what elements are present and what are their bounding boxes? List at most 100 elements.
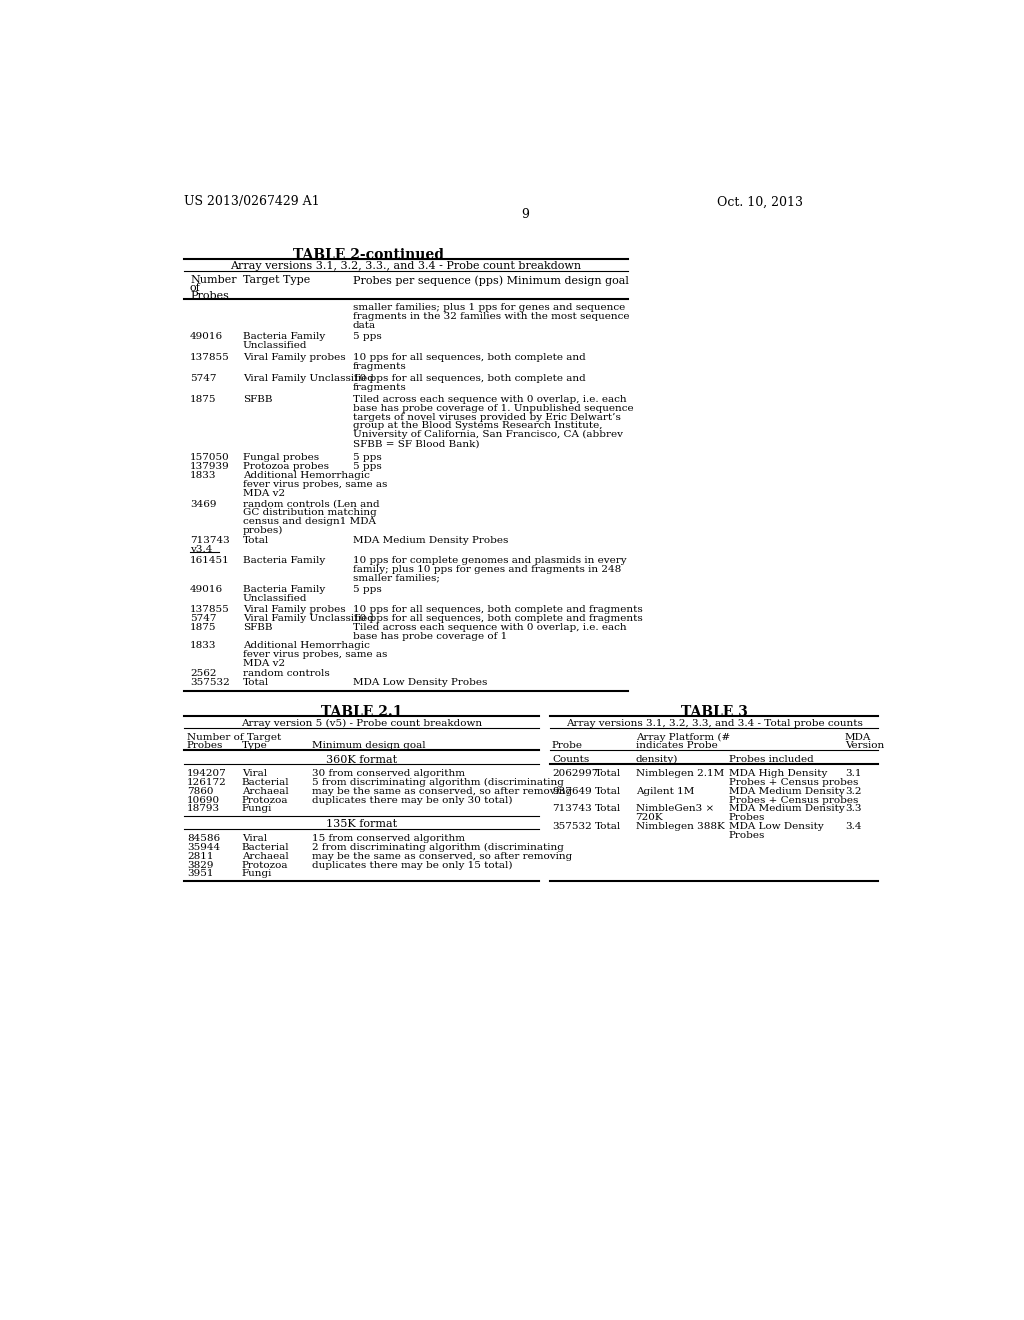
Text: Number: Number: [190, 276, 237, 285]
Text: smaller families; plus 1 pps for genes and sequence: smaller families; plus 1 pps for genes a…: [352, 304, 625, 312]
Text: indicates Probe: indicates Probe: [636, 742, 718, 750]
Text: Bacteria Family: Bacteria Family: [243, 556, 325, 565]
Text: Total: Total: [595, 787, 622, 796]
Text: 3951: 3951: [187, 870, 213, 879]
Text: group at the Blood Systems Research Institute,: group at the Blood Systems Research Inst…: [352, 421, 602, 430]
Text: 137855: 137855: [190, 605, 229, 614]
Text: smaller families;: smaller families;: [352, 573, 439, 582]
Text: Viral: Viral: [242, 770, 267, 777]
Text: 2062997: 2062997: [552, 770, 598, 777]
Text: 5747: 5747: [190, 374, 216, 383]
Text: NimbleGen3 ×: NimbleGen3 ×: [636, 804, 714, 813]
Text: duplicates there may be only 30 total): duplicates there may be only 30 total): [311, 796, 512, 805]
Text: Array Platform (#: Array Platform (#: [636, 733, 730, 742]
Text: Nimblegen 388K: Nimblegen 388K: [636, 822, 724, 832]
Text: Target Type: Target Type: [243, 276, 310, 285]
Text: 1833: 1833: [190, 471, 216, 480]
Text: MDA Low Density Probes: MDA Low Density Probes: [352, 678, 487, 688]
Text: may be the same as conserved, so after removing: may be the same as conserved, so after r…: [311, 851, 572, 861]
Text: Probes: Probes: [729, 832, 765, 840]
Text: Array versions 3.1, 3.2, 3.3., and 3.4 - Probe count breakdown: Array versions 3.1, 3.2, 3.3., and 3.4 -…: [229, 261, 581, 271]
Text: Bacteria Family: Bacteria Family: [243, 333, 325, 342]
Text: Tiled across each sequence with 0 overlap, i.e. each: Tiled across each sequence with 0 overla…: [352, 395, 627, 404]
Text: Archaeal: Archaeal: [242, 851, 289, 861]
Text: 137939: 137939: [190, 462, 229, 471]
Text: base has probe coverage of 1. Unpublished sequence: base has probe coverage of 1. Unpublishe…: [352, 404, 634, 413]
Text: Protozoa probes: Protozoa probes: [243, 462, 329, 471]
Text: Total: Total: [243, 678, 269, 688]
Text: 357532: 357532: [190, 678, 229, 688]
Text: Fungi: Fungi: [242, 870, 272, 879]
Text: Total: Total: [243, 536, 269, 545]
Text: of: of: [190, 284, 201, 293]
Text: Unclassified: Unclassified: [243, 342, 307, 350]
Text: 720K: 720K: [636, 813, 664, 822]
Text: targets of novel viruses provided by Eric Delwart’s: targets of novel viruses provided by Eri…: [352, 412, 621, 421]
Text: Agilent 1M: Agilent 1M: [636, 787, 694, 796]
Text: 357532: 357532: [552, 822, 592, 832]
Text: Type: Type: [242, 742, 267, 750]
Text: 5 pps: 5 pps: [352, 453, 382, 462]
Text: fever virus probes, same as: fever virus probes, same as: [243, 480, 387, 488]
Text: 10 pps for all sequences, both complete and: 10 pps for all sequences, both complete …: [352, 354, 586, 362]
Text: Probes per sequence (pps) Minimum design goal: Probes per sequence (pps) Minimum design…: [352, 276, 629, 286]
Text: Fungal probes: Fungal probes: [243, 453, 318, 462]
Text: 713743: 713743: [552, 804, 592, 813]
Text: MDA Low Density: MDA Low Density: [729, 822, 823, 832]
Text: MDA v2: MDA v2: [243, 659, 285, 668]
Text: 161451: 161451: [190, 556, 229, 565]
Text: Viral Family Unclassified: Viral Family Unclassified: [243, 374, 374, 383]
Text: Probe: Probe: [552, 742, 583, 750]
Text: 2 from discriminating algorithm (discriminating: 2 from discriminating algorithm (discrim…: [311, 843, 563, 851]
Text: SFBB = SF Blood Bank): SFBB = SF Blood Bank): [352, 440, 479, 447]
Text: density): density): [636, 755, 678, 764]
Text: TABLE 3: TABLE 3: [681, 705, 748, 719]
Text: Viral: Viral: [242, 834, 267, 843]
Text: Viral Family probes: Viral Family probes: [243, 605, 345, 614]
Text: Total: Total: [595, 804, 622, 813]
Text: 135K format: 135K format: [326, 820, 397, 829]
Text: GC distribution matching: GC distribution matching: [243, 508, 377, 517]
Text: fragments: fragments: [352, 362, 407, 371]
Text: SFBB: SFBB: [243, 395, 272, 404]
Text: 35944: 35944: [187, 843, 220, 851]
Text: 10 pps for all sequences, both complete and fragments: 10 pps for all sequences, both complete …: [352, 605, 642, 614]
Text: 2811: 2811: [187, 851, 213, 861]
Text: 360K format: 360K format: [326, 755, 397, 766]
Text: fragments: fragments: [352, 383, 407, 392]
Text: Probes: Probes: [190, 290, 229, 301]
Text: probes): probes): [243, 527, 283, 535]
Text: Bacteria Family: Bacteria Family: [243, 585, 325, 594]
Text: 49016: 49016: [190, 585, 223, 594]
Text: TABLE 2.1: TABLE 2.1: [321, 705, 402, 719]
Text: random controls (Len and: random controls (Len and: [243, 499, 379, 508]
Text: 5747: 5747: [190, 614, 216, 623]
Text: Minimum design goal: Minimum design goal: [311, 742, 425, 750]
Text: University of California, San Francisco, CA (abbrev: University of California, San Francisco,…: [352, 430, 623, 440]
Text: 126172: 126172: [187, 777, 226, 787]
Text: 1875: 1875: [190, 623, 216, 632]
Text: duplicates there may be only 15 total): duplicates there may be only 15 total): [311, 861, 512, 870]
Text: 157050: 157050: [190, 453, 229, 462]
Text: Bacterial: Bacterial: [242, 777, 290, 787]
Text: 3829: 3829: [187, 861, 213, 870]
Text: 1875: 1875: [190, 395, 216, 404]
Text: family; plus 10 pps for genes and fragments in 248: family; plus 10 pps for genes and fragme…: [352, 565, 621, 574]
Text: 10 pps for complete genomes and plasmids in every: 10 pps for complete genomes and plasmids…: [352, 556, 627, 565]
Text: may be the same as conserved, so after removing: may be the same as conserved, so after r…: [311, 787, 572, 796]
Text: base has probe coverage of 1: base has probe coverage of 1: [352, 632, 507, 642]
Text: 9: 9: [521, 207, 528, 220]
Text: Viral Family Unclassified: Viral Family Unclassified: [243, 614, 374, 623]
Text: MDA Medium Density: MDA Medium Density: [729, 804, 845, 813]
Text: v3.4: v3.4: [190, 545, 212, 553]
Text: Protozoa: Protozoa: [242, 796, 289, 805]
Text: 937649: 937649: [552, 787, 592, 796]
Text: Fungi: Fungi: [242, 804, 272, 813]
Text: 3469: 3469: [190, 499, 216, 508]
Text: 5 pps: 5 pps: [352, 462, 382, 471]
Text: 5 pps: 5 pps: [352, 333, 382, 342]
Text: 5 from discriminating algorithm (discriminating: 5 from discriminating algorithm (discrim…: [311, 777, 563, 787]
Text: US 2013/0267429 A1: US 2013/0267429 A1: [183, 195, 319, 209]
Text: 18793: 18793: [187, 804, 220, 813]
Text: fever virus probes, same as: fever virus probes, same as: [243, 649, 387, 659]
